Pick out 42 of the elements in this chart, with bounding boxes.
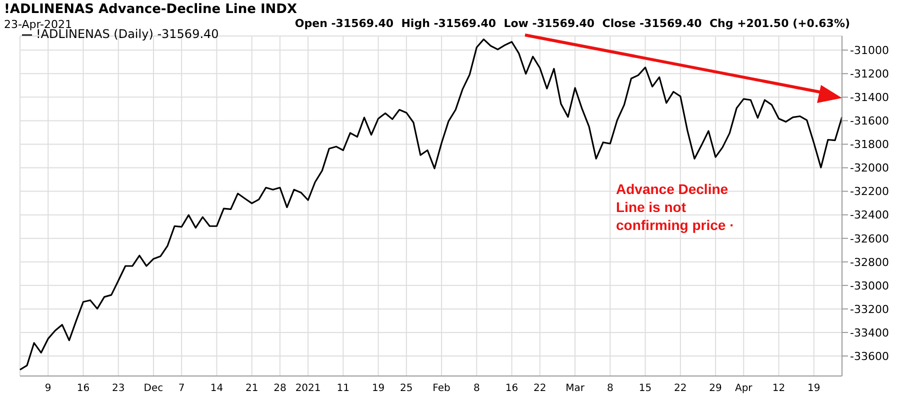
y-tick-label: -33000	[850, 279, 889, 292]
y-tick-label: -33400	[850, 326, 889, 340]
y-tick-label: -31200	[850, 68, 889, 81]
y-tick-label: -32000	[850, 162, 889, 175]
x-tick-label: 23	[112, 383, 125, 394]
x-tick-label: 15	[638, 383, 652, 394]
x-tick-label: 21	[245, 383, 258, 394]
x-tick-label: 25	[400, 383, 413, 394]
x-tick-label: 16	[505, 383, 518, 394]
legend-label: !ADLINENAS (Daily) -31569.40	[36, 27, 219, 41]
x-tick-label: 9	[44, 383, 52, 394]
y-tick-label: -31600	[850, 114, 889, 128]
x-tick-label: 28	[274, 383, 286, 394]
x-tick-label: 29	[709, 383, 722, 394]
x-tick-label: Feb	[432, 383, 450, 394]
x-tick-label: 7	[178, 383, 185, 394]
x-tick-label: 8	[473, 383, 480, 394]
x-tick-label: 16	[76, 383, 90, 394]
x-tick-label: 2021	[295, 383, 321, 394]
x-tick-label: 22	[674, 383, 687, 394]
x-tick-label: 12	[772, 383, 786, 394]
chart-title: !ADLINENAS Advance-Decline Line INDX	[4, 2, 297, 17]
x-tick-label: 14	[210, 383, 224, 394]
y-tick-label: -33600	[850, 350, 889, 363]
y-tick-label: -31400	[850, 91, 889, 104]
text: Open -31569.40 High -31569.40 Low -31569.40 Close -31569.40 Chg +201.50 (+0.63%)	[294, 17, 850, 30]
x-tick-label: Dec	[144, 383, 164, 394]
x-tick-label: 11	[336, 383, 350, 394]
y-tick-label: -31000	[850, 44, 889, 58]
x-tick-label: 8	[606, 383, 614, 394]
x-tick-label: 22	[534, 383, 546, 394]
x-tick-label: Mar	[566, 383, 586, 394]
y-tick-label: -32400	[850, 208, 889, 222]
y-tick-label: -32800	[850, 256, 889, 269]
y-tick-label: -32200	[850, 185, 889, 198]
y-tick-label: -31800	[850, 138, 889, 152]
y-tick-label: -32600	[850, 232, 889, 246]
annotation: Advance Decline Line is not confirming price ·	[616, 180, 736, 234]
x-tick-label: 19	[372, 383, 385, 394]
y-tick-label: -33200	[850, 302, 889, 316]
x-tick-label: 19	[808, 383, 820, 394]
x-tick-label: Apr	[734, 383, 754, 394]
